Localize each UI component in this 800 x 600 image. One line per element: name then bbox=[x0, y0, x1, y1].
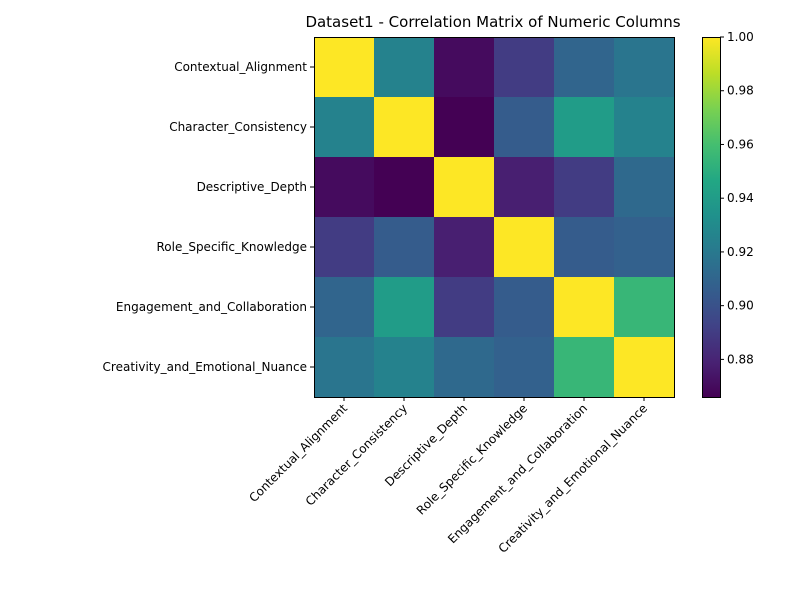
heatmap-cell-0-1 bbox=[374, 37, 435, 98]
x-tick-label: Character_Consistency bbox=[303, 401, 410, 508]
y-tick-label: Engagement_and_Collaboration bbox=[116, 300, 307, 314]
y-axis-ticks: Contextual_Alignment Character_Consistenc… bbox=[103, 60, 314, 374]
heatmap-cell-3-4 bbox=[554, 217, 615, 278]
heatmap-cell-1-1 bbox=[374, 97, 435, 158]
heatmap-cell-4-5 bbox=[614, 277, 675, 338]
heatmap-cell-1-4 bbox=[554, 97, 615, 158]
colorbar-ticks: 0.88 0.90 0.92 0.94 0.96 0.98 1.00 bbox=[720, 30, 754, 366]
y-tick-label: Contextual_Alignment bbox=[174, 60, 307, 74]
heatmap-cell-2-3 bbox=[494, 157, 555, 218]
y-tick-label: Creativity_and_Emotional_Nuance bbox=[103, 360, 307, 374]
heatmap-cell-4-2 bbox=[434, 277, 495, 338]
heatmap-cell-3-0 bbox=[314, 217, 375, 278]
heatmap-cell-2-4 bbox=[554, 157, 615, 218]
y-tick-label: Character_Consistency bbox=[169, 120, 307, 134]
y-tick-label: Descriptive_Depth bbox=[197, 180, 307, 194]
heatmap-cell-1-5 bbox=[614, 97, 675, 158]
heatmap-frame bbox=[314, 37, 675, 398]
heatmap-cell-2-0 bbox=[314, 157, 375, 218]
colorbar-tick-label: 0.90 bbox=[727, 299, 754, 313]
heatmap-cell-2-2 bbox=[434, 157, 495, 218]
chart-title: Dataset1 - Correlation Matrix of Numeric… bbox=[305, 13, 680, 31]
heatmap-cell-0-4 bbox=[554, 37, 615, 98]
heatmap-cell-5-0 bbox=[314, 337, 375, 398]
heatmap-cell-3-3 bbox=[494, 217, 555, 278]
heatmap-cell-5-3 bbox=[494, 337, 555, 398]
heatmap-cell-3-1 bbox=[374, 217, 435, 278]
heatmap-cell-5-4 bbox=[554, 337, 615, 398]
heatmap-cell-2-1 bbox=[374, 157, 435, 218]
heatmap-cells bbox=[314, 37, 675, 398]
colorbar bbox=[702, 37, 720, 397]
x-tick-label: Contextual_Alignment bbox=[246, 401, 350, 505]
heatmap-cell-4-4 bbox=[554, 277, 615, 338]
heatmap-cell-1-0 bbox=[314, 97, 375, 158]
heatmap-cell-1-3 bbox=[494, 97, 555, 158]
colorbar-tick-label: 0.98 bbox=[727, 84, 754, 98]
heatmap-cell-2-5 bbox=[614, 157, 675, 218]
heatmap-cell-0-5 bbox=[614, 37, 675, 98]
colorbar-tick-label: 0.92 bbox=[727, 245, 754, 259]
heatmap-cell-3-5 bbox=[614, 217, 675, 278]
x-axis-ticks: Contextual_AlignmentCharacter_Consistenc… bbox=[246, 397, 650, 556]
heatmap-cell-5-2 bbox=[434, 337, 495, 398]
heatmap-cell-5-5 bbox=[614, 337, 675, 398]
x-tick-label: Role_Specific_Knowledge bbox=[414, 401, 530, 517]
colorbar-frame bbox=[702, 37, 721, 398]
heatmap-cell-0-2 bbox=[434, 37, 495, 98]
y-tick-label: Role_Specific_Knowledge bbox=[156, 240, 307, 254]
heatmap-cell-1-2 bbox=[434, 97, 495, 158]
heatmap-cell-3-2 bbox=[434, 217, 495, 278]
colorbar-tick-label: 0.94 bbox=[727, 191, 754, 205]
heatmap-cell-4-1 bbox=[374, 277, 435, 338]
colorbar-tick-label: 0.88 bbox=[727, 352, 754, 366]
heatmap-cell-5-1 bbox=[374, 337, 435, 398]
colorbar-tick-label: 1.00 bbox=[727, 30, 754, 44]
heatmap-cell-0-0 bbox=[314, 37, 375, 98]
colorbar-tick-label: 0.96 bbox=[727, 137, 754, 151]
heatmap-cell-4-0 bbox=[314, 277, 375, 338]
heatmap-cell-4-3 bbox=[494, 277, 555, 338]
heatmap-cell-0-3 bbox=[494, 37, 555, 98]
